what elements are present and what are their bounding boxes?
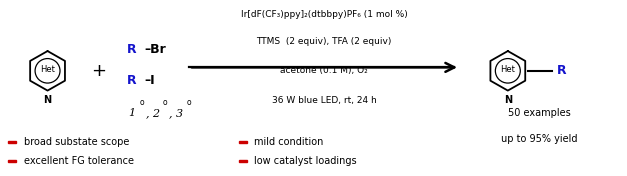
Text: N: N: [503, 95, 512, 105]
Text: , 2: , 2: [146, 108, 160, 118]
Bar: [8, 141, 16, 143]
Text: Het: Het: [500, 65, 515, 74]
Bar: [8, 160, 16, 162]
Text: R: R: [557, 64, 566, 77]
Text: –I: –I: [144, 74, 155, 87]
Text: Ir[dF(CF₃)ppy]₂(dtbbpy)PF₆ (1 mol %): Ir[dF(CF₃)ppy]₂(dtbbpy)PF₆ (1 mol %): [241, 10, 408, 19]
Text: excellent FG tolerance: excellent FG tolerance: [24, 156, 134, 166]
Text: R: R: [127, 43, 136, 56]
Text: acetone (0.1 M), O₂: acetone (0.1 M), O₂: [280, 66, 368, 75]
Text: +: +: [91, 62, 106, 80]
Text: mild condition: mild condition: [255, 137, 324, 147]
Text: Het: Het: [40, 65, 55, 74]
Text: o: o: [163, 98, 167, 107]
Text: 36 W blue LED, rt, 24 h: 36 W blue LED, rt, 24 h: [271, 96, 376, 105]
Text: 1: 1: [129, 108, 135, 118]
Bar: [239, 141, 247, 143]
Text: N: N: [43, 95, 51, 105]
Text: , 3: , 3: [169, 108, 183, 118]
Bar: [239, 160, 247, 162]
Text: –Br: –Br: [144, 43, 166, 56]
Text: broad substate scope: broad substate scope: [24, 137, 129, 147]
Text: 50 examples: 50 examples: [508, 108, 571, 118]
Text: low catalyst loadings: low catalyst loadings: [255, 156, 357, 166]
Text: up to 95% yield: up to 95% yield: [501, 134, 577, 144]
Text: o: o: [140, 98, 144, 107]
Text: TTMS  (2 equiv), TFA (2 equiv): TTMS (2 equiv), TFA (2 equiv): [256, 37, 392, 46]
Text: R: R: [127, 74, 136, 87]
Text: o: o: [186, 98, 191, 107]
